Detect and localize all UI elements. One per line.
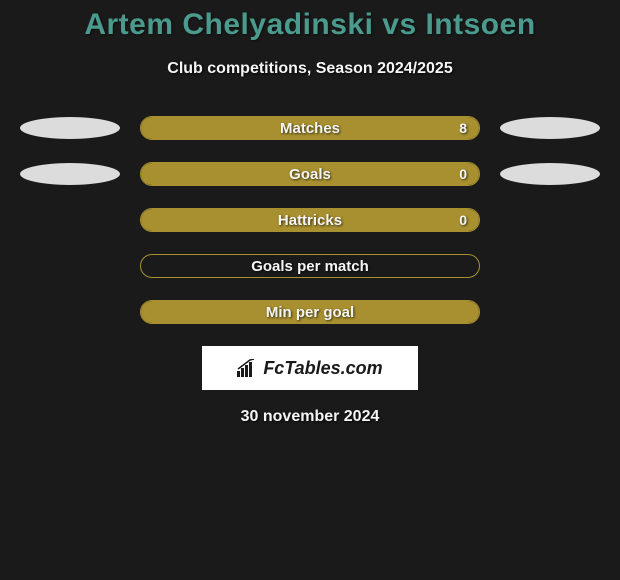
stat-row-mpg: Min per goal [0,300,620,324]
stat-row-gpm: Goals per match [0,254,620,278]
stat-bar: Matches 8 [140,116,480,140]
right-ellipse [500,163,600,185]
stat-label: Min per goal [266,304,354,321]
footer-logo[interactable]: FcTables.com [202,346,418,390]
logo-text: FcTables.com [263,358,382,379]
stat-bar: Goals per match [140,254,480,278]
chart-icon [237,359,257,377]
left-ellipse [20,117,120,139]
comparison-widget: Artem Chelyadinski vs Intsoen Club compe… [0,0,620,426]
right-ellipse [500,117,600,139]
stat-label: Goals per match [251,258,369,275]
page-title: Artem Chelyadinski vs Intsoen [0,8,620,42]
stat-bar: Min per goal [140,300,480,324]
stat-label: Goals [289,166,331,183]
stat-bar: Hattricks 0 [140,208,480,232]
stat-label: Hattricks [278,212,342,229]
stat-row-goals: Goals 0 [0,162,620,186]
stat-label: Matches [280,120,340,137]
left-ellipse [20,163,120,185]
stat-value: 8 [459,120,467,136]
stat-value: 0 [459,212,467,228]
page-subtitle: Club competitions, Season 2024/2025 [0,60,620,78]
stat-row-hattricks: Hattricks 0 [0,208,620,232]
stat-row-matches: Matches 8 [0,116,620,140]
stat-bar: Goals 0 [140,162,480,186]
footer-date: 30 november 2024 [0,408,620,426]
stat-value: 0 [459,166,467,182]
